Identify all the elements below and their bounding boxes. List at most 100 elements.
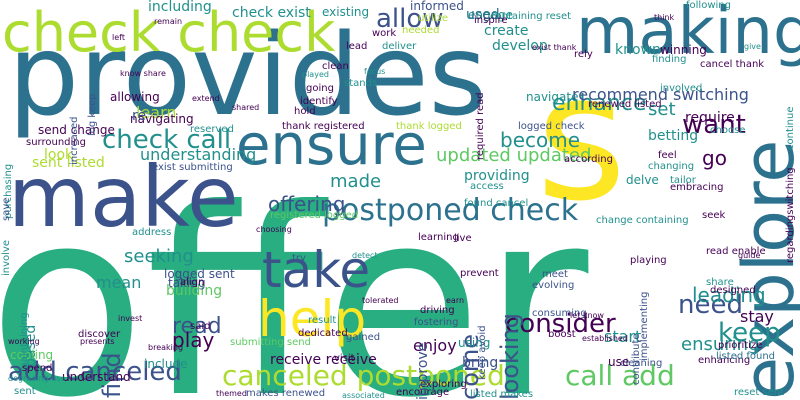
word-cloud-word: finding xyxy=(652,54,687,65)
word-cloud-word: include xyxy=(144,357,188,371)
word-cloud-word: containing reset xyxy=(490,11,572,22)
word-cloud-word: fostering xyxy=(414,317,459,328)
word-cloud-word: make xyxy=(8,148,239,246)
word-cloud-word: take xyxy=(262,241,371,299)
word-cloud-word: presents xyxy=(80,337,115,346)
word-cloud-word: develop xyxy=(492,38,548,54)
word-cloud-word: navigating xyxy=(130,112,194,126)
word-cloud-word: receive receive xyxy=(270,352,377,368)
word-cloud-word: visit xyxy=(334,353,355,364)
word-cloud-word: seeking xyxy=(124,246,194,267)
word-cloud-word: winning xyxy=(660,43,707,57)
word-cloud-word: learning xyxy=(418,232,459,243)
word-cloud-word: want xyxy=(682,110,746,140)
word-cloud-word: spend xyxy=(22,363,53,374)
word-cloud-word: driving xyxy=(420,305,455,316)
word-cloud-word: s xyxy=(536,37,627,240)
word-cloud-word: use xyxy=(608,355,630,369)
word-cloud-word: logged check xyxy=(518,121,585,132)
word-cloud-word: access xyxy=(470,181,504,192)
word-cloud-word: choose xyxy=(710,125,746,136)
word-cloud-word: cleaning xyxy=(620,358,663,369)
word-cloud-word: makes renewed xyxy=(246,388,326,399)
word-cloud-word: start xyxy=(604,327,642,346)
word-cloud-word: exploring xyxy=(420,379,467,390)
word-cloud-word: live xyxy=(454,233,472,244)
word-cloud-word: inspire xyxy=(474,15,508,26)
word-cloud-word: utilize xyxy=(418,13,448,24)
word-cloud-word: regardingswitching xyxy=(785,167,796,263)
word-cloud-word: look xyxy=(44,147,74,163)
word-cloud-word: involved xyxy=(660,83,703,94)
word-cloud-word: tailor xyxy=(670,175,696,186)
word-cloud-word: updated updated xyxy=(436,145,592,166)
word-cloud-word: earn xyxy=(446,296,465,305)
word-cloud-word: reserved xyxy=(190,124,234,135)
word-cloud-word: enjoy xyxy=(413,336,457,355)
word-cloud-word: gained xyxy=(346,332,381,343)
word-cloud-word: left xyxy=(112,33,125,42)
word-cloud-word: continue xyxy=(785,106,796,150)
word-cloud-word: offering xyxy=(268,192,346,216)
word-cloud-word: rely xyxy=(574,49,593,60)
word-cloud-word: played xyxy=(302,70,329,79)
word-cloud-word: play xyxy=(172,328,215,352)
word-cloud-word: stands xyxy=(344,78,378,89)
word-cloud-word: ensure xyxy=(236,113,427,178)
word-cloud-word: clean xyxy=(322,61,349,72)
word-cloud-word: enhance xyxy=(552,91,647,116)
word-cloud-word: prevent xyxy=(460,268,499,279)
word-cloud-word: breaking xyxy=(148,343,184,352)
word-cloud-word: reset sent xyxy=(734,387,785,398)
word-cloud-word: try xyxy=(292,253,306,264)
word-cloud-word: need xyxy=(678,290,743,320)
word-cloud-word: invest xyxy=(118,314,143,323)
word-cloud-word: go xyxy=(702,146,727,170)
word-cloud-word: used xyxy=(466,7,500,23)
word-cloud-word: work xyxy=(372,28,397,39)
word-cloud-word: give xyxy=(744,42,761,51)
word-cloud-word: check exist xyxy=(232,5,311,21)
word-cloud-word: help xyxy=(258,290,367,348)
word-cloud-word: informed xyxy=(410,0,464,13)
word-cloud-word: contribute xyxy=(631,333,642,385)
word-cloud-word: choosing xyxy=(256,225,292,234)
word-cloud-word: renewed listed xyxy=(588,99,662,110)
word-cloud-word: making xyxy=(576,0,800,69)
word-cloud-word: exist submitting xyxy=(152,162,233,173)
word-cloud-word: feel xyxy=(658,150,677,161)
word-cloud-word: found cancel xyxy=(464,198,529,209)
word-cloud-word: learn xyxy=(136,103,177,122)
word-cloud-word: bring xyxy=(462,355,499,371)
word-cloud-word: read enable xyxy=(706,246,766,257)
word-cloud-word: offer xyxy=(0,154,589,400)
word-cloud-word: set xyxy=(648,99,676,120)
word-cloud-word: understanding xyxy=(140,145,257,164)
word-cloud-word: made xyxy=(330,171,382,192)
word-cloud-word: cooling xyxy=(10,348,54,362)
word-cloud-word: shared xyxy=(232,103,260,112)
word-cloud-word: let know xyxy=(570,311,604,320)
word-cloud-word: boost xyxy=(548,329,576,340)
word-cloud-word: extend xyxy=(192,94,220,103)
word-cloud-word: check check xyxy=(2,1,336,64)
word-cloud-word: re xyxy=(132,108,147,124)
word-cloud-word: logged sent xyxy=(164,267,235,281)
word-cloud-word: postponed check xyxy=(322,193,579,228)
word-cloud-word: recommend switching xyxy=(572,85,749,104)
word-cloud-word: detect xyxy=(352,251,378,260)
word-cloud-word: check call xyxy=(102,125,232,155)
word-cloud-word: cancel thank xyxy=(700,59,765,70)
word-cloud-word: playing xyxy=(630,255,667,266)
word-cloud-word: leading xyxy=(692,283,766,307)
word-cloud-word: remain xyxy=(154,17,183,26)
word-cloud-word: said xyxy=(190,321,211,332)
word-cloud-word: thank logged xyxy=(396,121,462,132)
word-cloud-word: dedicated xyxy=(298,328,348,339)
word-cloud-word: delve xyxy=(626,173,659,187)
word-cloud-word: listed makes xyxy=(470,389,534,400)
word-cloud-word: result xyxy=(308,315,337,326)
word-cloud-word: established xyxy=(582,334,628,343)
word-cloud-word: embracing xyxy=(670,182,724,193)
word-cloud-word: require xyxy=(685,110,735,126)
